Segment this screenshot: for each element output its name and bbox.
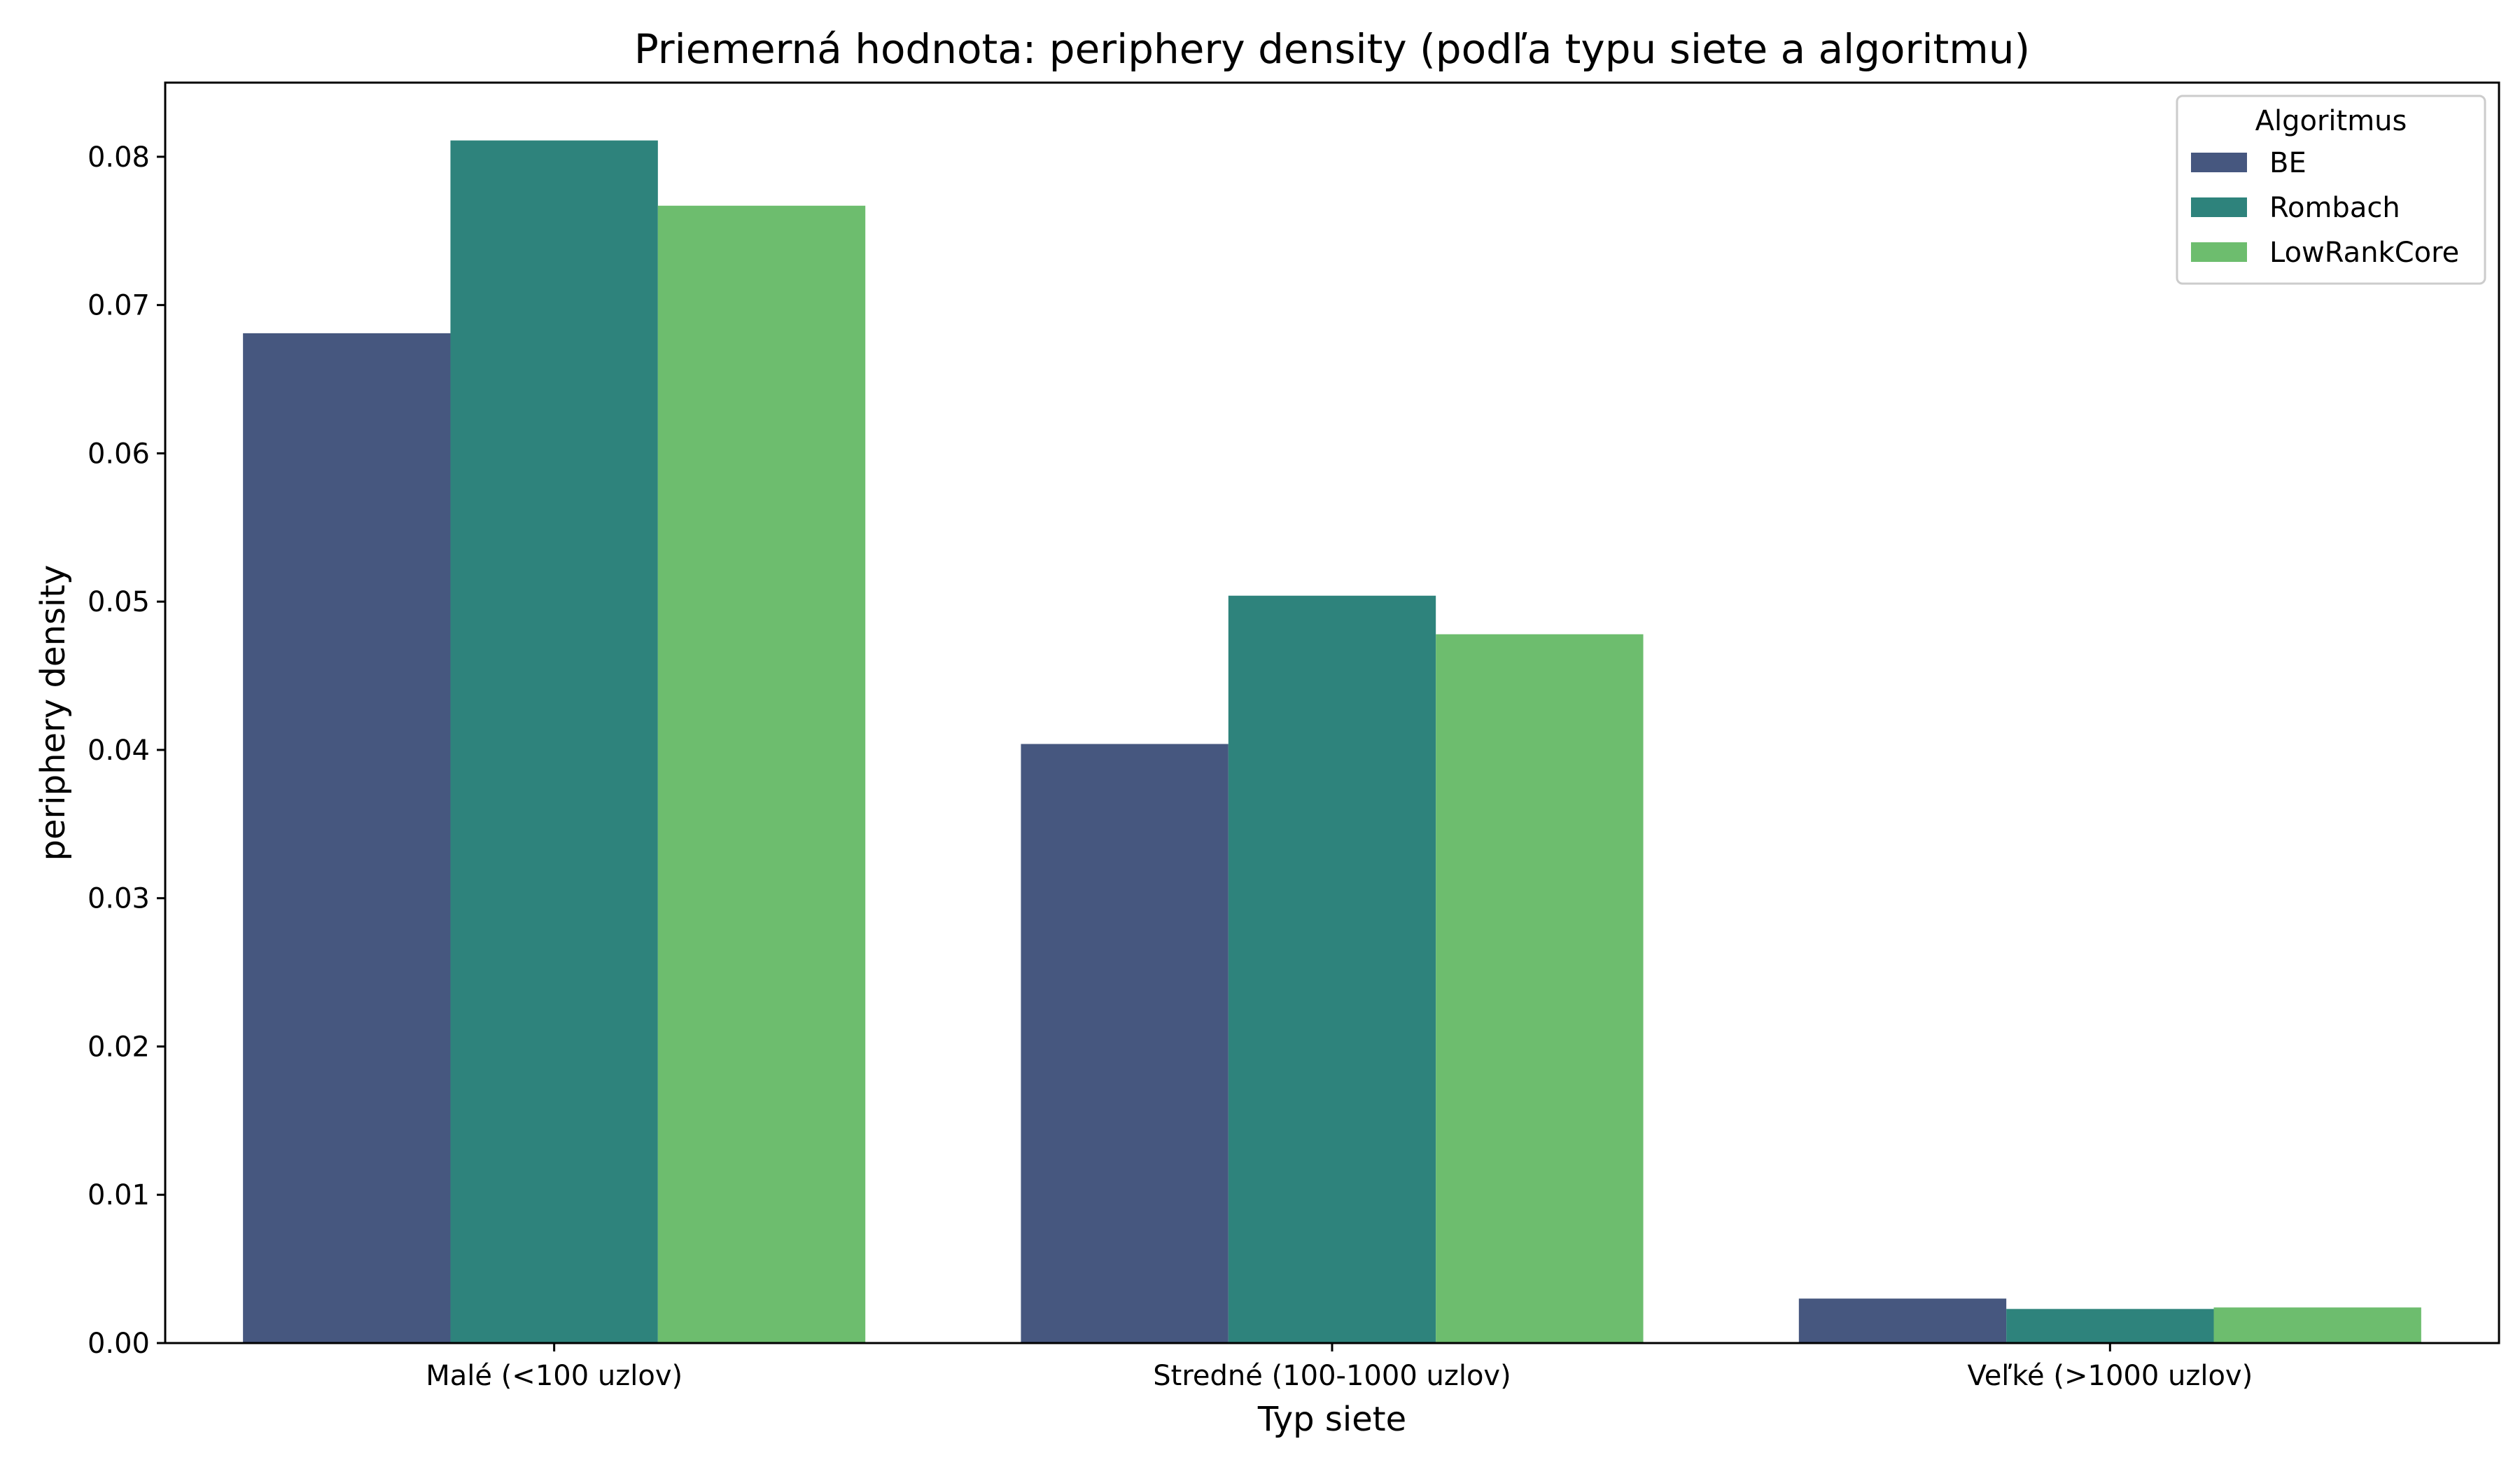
x-tick-label: Stredné (100-1000 uzlov) [1153, 1360, 1511, 1392]
y-tick-label: 0.08 [88, 141, 150, 174]
bar-rombach-0 [450, 140, 658, 1343]
legend-label-be: BE [2269, 147, 2306, 179]
y-tick-label: 0.03 [88, 883, 150, 915]
y-tick-label: 0.06 [88, 438, 150, 470]
legend-swatch-be [2191, 153, 2247, 172]
legend: Algoritmus BE Rombach LowRankCore [2176, 95, 2486, 285]
y-axis: 0.00 0.01 0.02 0.03 0.04 0.05 0.06 0.07 0.08 [88, 141, 165, 1360]
x-tick-label: Veľké (>1000 uzlov) [1967, 1360, 2253, 1392]
bar-lowrankcore-0 [657, 205, 866, 1344]
legend-label-rombach: Rombach [2269, 192, 2400, 224]
legend-label-lowrankcore: LowRankCore [2269, 237, 2459, 269]
bar-rombach-2 [2006, 1309, 2214, 1343]
y-tick-label: 0.04 [88, 735, 150, 767]
y-tick-label: 0.00 [88, 1328, 150, 1360]
legend-swatch-rombach [2191, 197, 2247, 217]
legend-title: Algoritmus [2255, 105, 2407, 137]
y-tick-label: 0.01 [88, 1179, 150, 1211]
x-axis-label: Typ siete [1257, 1400, 1406, 1439]
y-tick-label: 0.07 [88, 290, 150, 322]
bar-be-0 [243, 333, 451, 1344]
bar-be-2 [1798, 1298, 2007, 1343]
bars-layer [243, 140, 2421, 1344]
legend-swatch-lowrankcore [2191, 242, 2247, 262]
bar-lowrankcore-1 [1436, 634, 1644, 1343]
x-axis: Malé (<100 uzlov) Stredné (100-1000 uzlov… [426, 1343, 2253, 1392]
chart-title: Priemerná hodnota: periphery density (po… [634, 25, 2030, 73]
bar-rombach-1 [1228, 595, 1436, 1344]
legend-items: BE Rombach LowRankCore [2191, 147, 2459, 269]
bar-lowrankcore-2 [2213, 1307, 2421, 1343]
legend-box [2176, 95, 2486, 285]
x-tick-label: Malé (<100 uzlov) [426, 1360, 682, 1392]
y-tick-label: 0.05 [88, 586, 150, 618]
y-axis-label: periphery density [34, 565, 73, 861]
bar-be-1 [1021, 744, 1228, 1343]
y-tick-label: 0.02 [88, 1031, 150, 1063]
